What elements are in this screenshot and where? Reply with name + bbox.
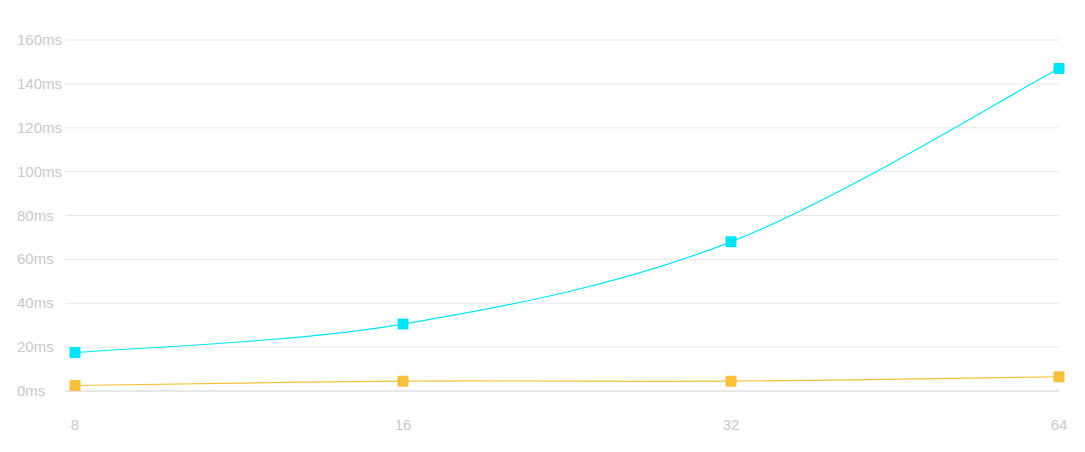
x-tick-label: 64 bbox=[1051, 416, 1068, 433]
series bbox=[70, 63, 1065, 358]
x-axis: 8 16 32 64 bbox=[71, 416, 1068, 433]
y-axis: 0ms 20ms 40ms 60ms 80ms 100ms 120ms 140ms 160ms bbox=[17, 31, 1059, 399]
marker bbox=[726, 236, 737, 247]
x-tick-label: 32 bbox=[723, 416, 740, 433]
grid-line bbox=[65, 347, 1059, 348]
marker bbox=[70, 347, 81, 358]
grid-line bbox=[65, 83, 1059, 84]
y-tick-label: 160ms bbox=[17, 31, 62, 48]
y-tick-label: 140ms bbox=[17, 75, 62, 92]
chart-svg: 0ms 20ms 40ms 60ms 80ms 100ms 120ms 140ms 160ms 8… bbox=[0, 0, 1085, 452]
grid-line bbox=[65, 391, 1059, 392]
marker bbox=[70, 380, 81, 391]
x-tick-label: 8 bbox=[71, 416, 79, 433]
grid-line bbox=[65, 127, 1059, 128]
y-tick-label: 0ms bbox=[17, 382, 45, 399]
marker bbox=[726, 376, 737, 387]
grid-line bbox=[65, 171, 1059, 172]
x-tick-label: 16 bbox=[395, 416, 412, 433]
chart-container: 0ms 20ms 40ms 60ms 80ms 100ms 120ms 140ms 160ms 8… bbox=[0, 0, 1085, 452]
series-line bbox=[75, 377, 1059, 386]
y-tick-label: 100ms bbox=[17, 163, 62, 180]
y-tick-label: 40ms bbox=[17, 294, 54, 311]
plot-area bbox=[70, 63, 1065, 391]
y-tick-label: 80ms bbox=[17, 207, 54, 224]
grid-line bbox=[65, 215, 1059, 216]
marker bbox=[1054, 63, 1065, 74]
marker bbox=[398, 319, 409, 330]
series-line bbox=[75, 69, 1059, 353]
grid-line bbox=[65, 259, 1059, 260]
series bbox=[70, 371, 1065, 391]
marker bbox=[398, 376, 409, 387]
grid-line bbox=[65, 40, 1059, 41]
grid-line bbox=[65, 303, 1059, 304]
y-tick-label: 20ms bbox=[17, 338, 54, 355]
y-tick-label: 60ms bbox=[17, 250, 54, 267]
y-tick-label: 120ms bbox=[17, 119, 62, 136]
marker bbox=[1054, 371, 1065, 382]
